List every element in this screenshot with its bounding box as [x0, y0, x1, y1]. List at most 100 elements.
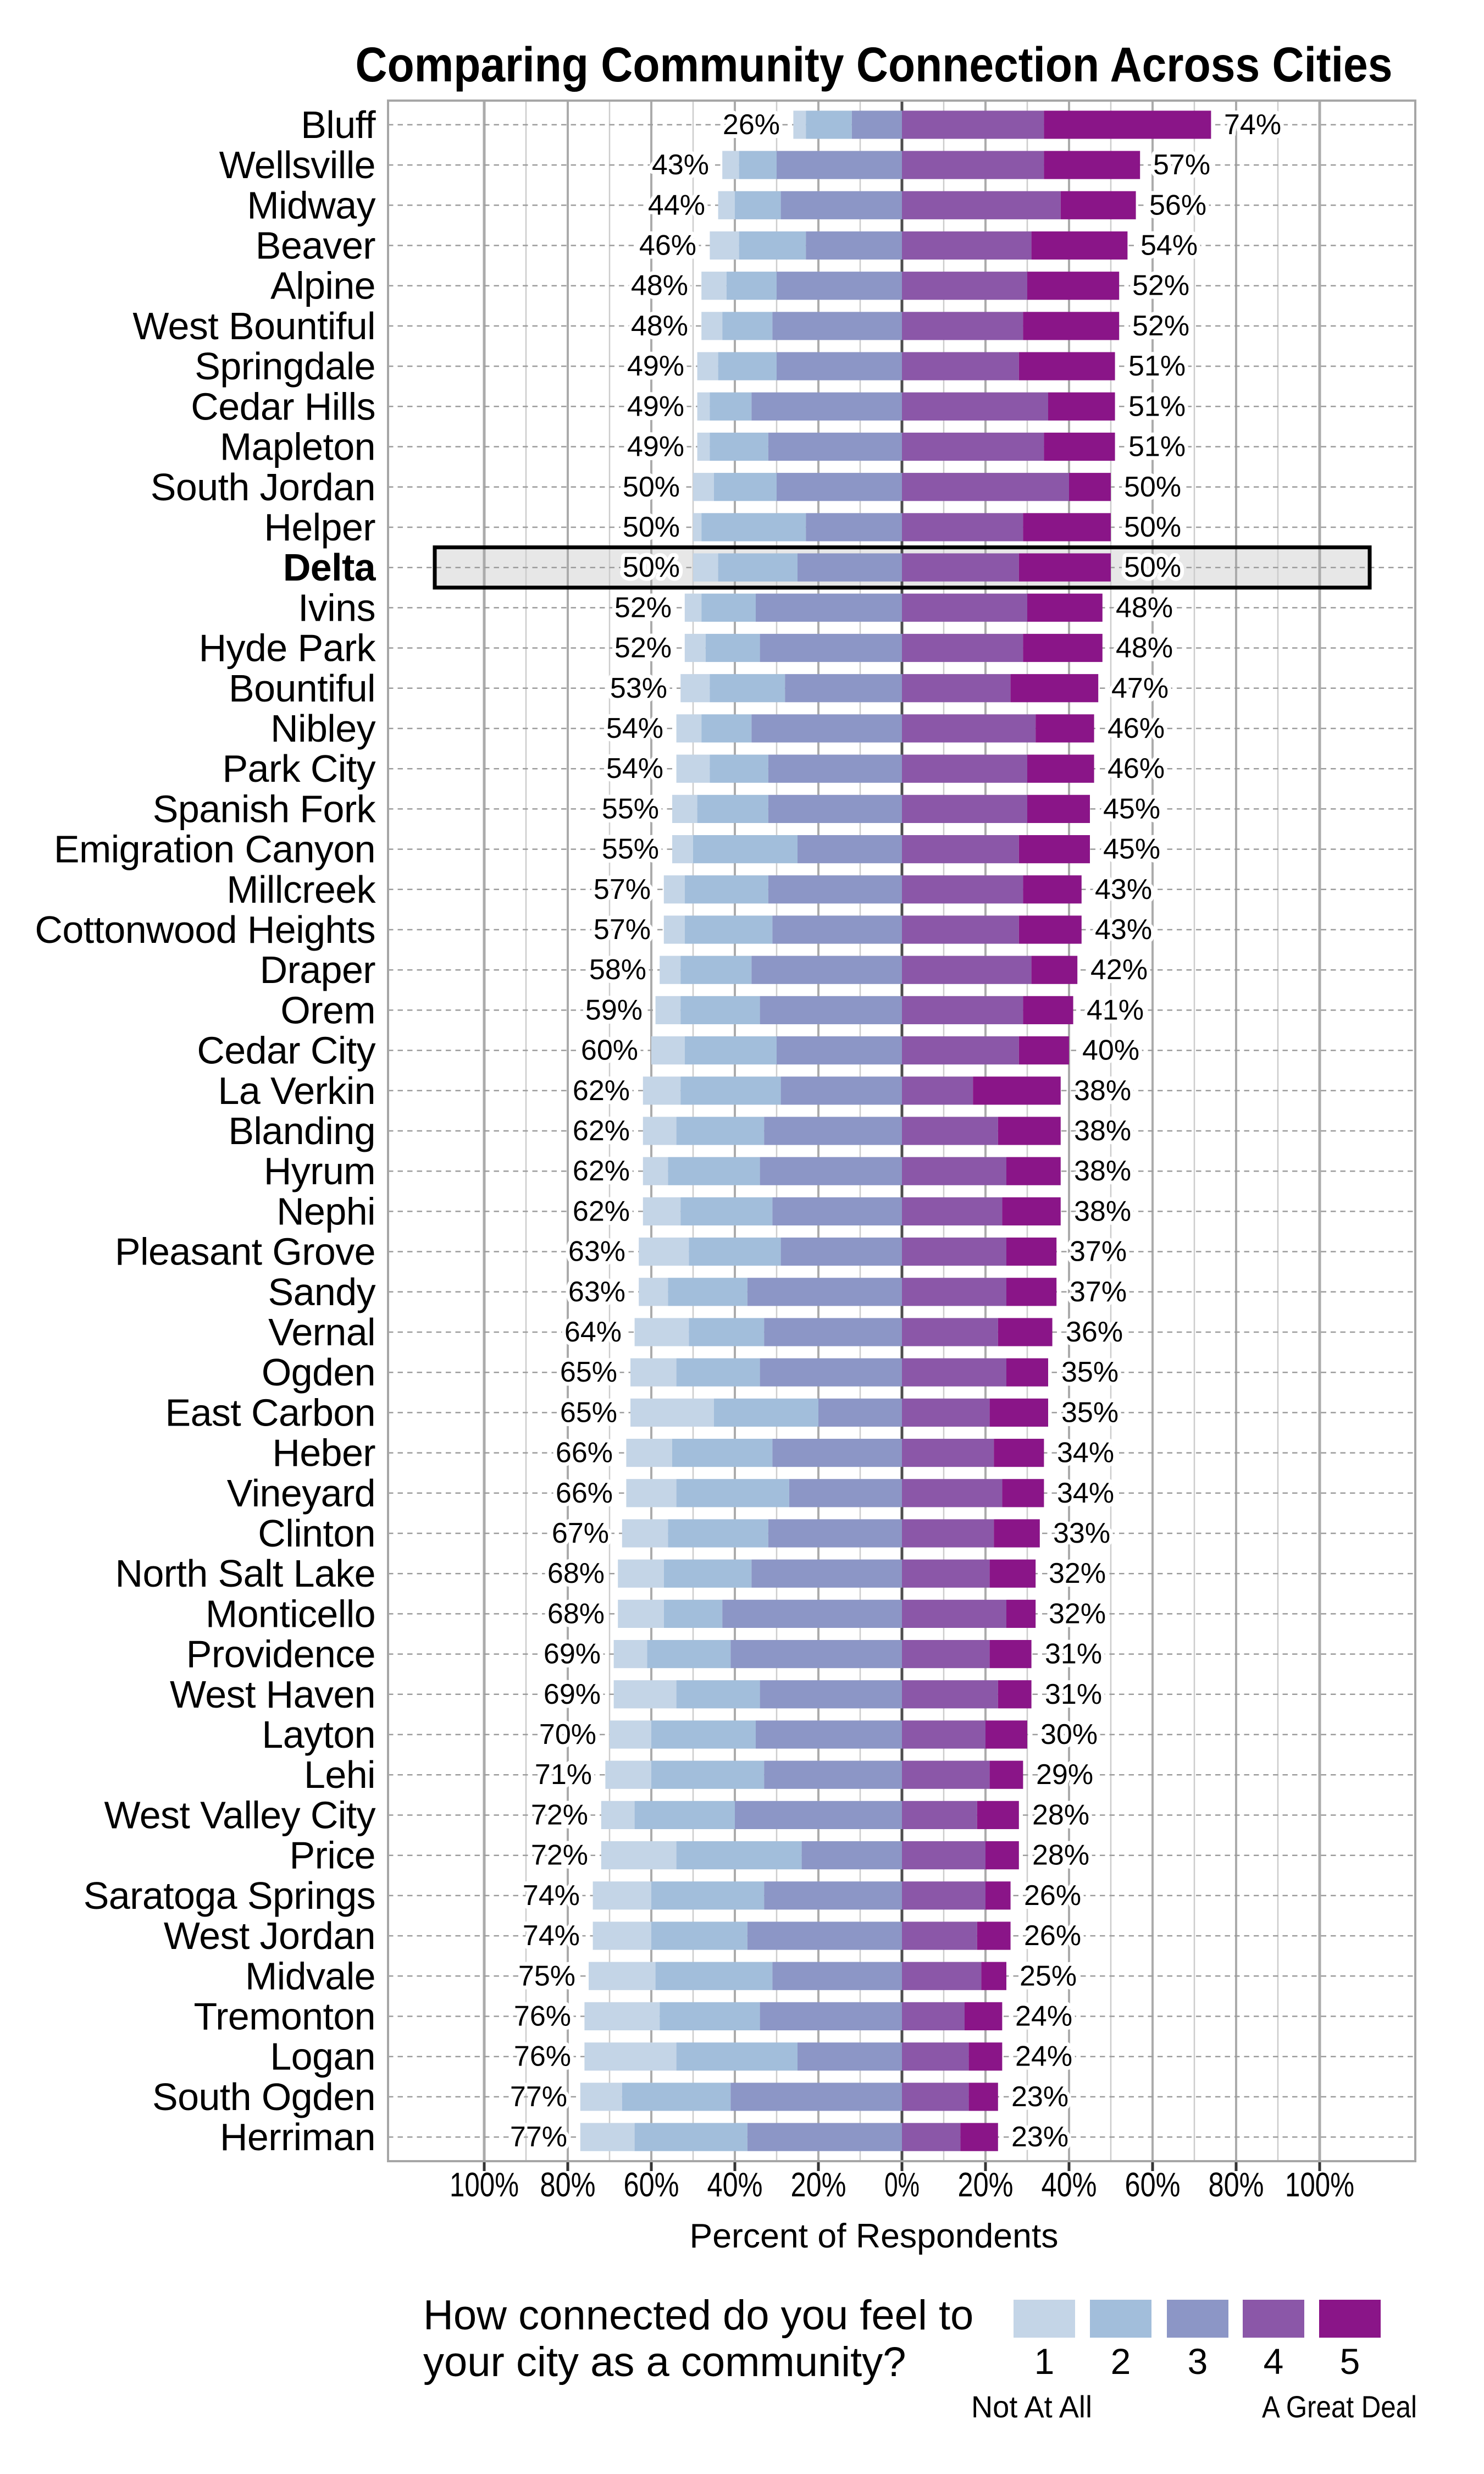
svg-text:La Verkin: La Verkin: [218, 1069, 375, 1112]
svg-text:Nibley: Nibley: [270, 707, 376, 750]
svg-text:24%: 24%: [1015, 2041, 1072, 2073]
svg-text:57%: 57%: [1153, 149, 1210, 181]
svg-text:76%: 76%: [514, 2001, 571, 2033]
svg-text:Sandy: Sandy: [268, 1271, 376, 1313]
svg-text:Cottonwood Heights: Cottonwood Heights: [35, 908, 375, 951]
svg-text:Emigration Canyon: Emigration Canyon: [54, 828, 375, 871]
svg-text:34%: 34%: [1057, 1477, 1114, 1509]
svg-text:65%: 65%: [560, 1396, 617, 1428]
svg-text:100%: 100%: [450, 2166, 519, 2204]
svg-text:34%: 34%: [1057, 1437, 1114, 1469]
svg-text:Vineyard: Vineyard: [227, 1472, 375, 1515]
svg-text:West Valley City: West Valley City: [104, 1794, 376, 1837]
svg-text:43%: 43%: [652, 149, 709, 181]
svg-text:50%: 50%: [623, 511, 680, 543]
svg-text:52%: 52%: [614, 632, 672, 664]
svg-text:28%: 28%: [1032, 1799, 1089, 1831]
svg-text:South Jordan: South Jordan: [151, 466, 375, 509]
svg-text:74%: 74%: [523, 1880, 580, 1912]
svg-text:66%: 66%: [556, 1437, 613, 1469]
svg-text:24%: 24%: [1015, 2001, 1072, 2033]
svg-text:Clinton: Clinton: [258, 1512, 375, 1555]
svg-text:20%: 20%: [958, 2166, 1014, 2204]
svg-text:55%: 55%: [602, 833, 659, 865]
svg-text:60%: 60%: [1125, 2166, 1181, 2204]
svg-text:40%: 40%: [1042, 2166, 1097, 2204]
svg-text:Ogden: Ogden: [262, 1351, 375, 1394]
svg-text:49%: 49%: [627, 431, 684, 463]
svg-text:55%: 55%: [602, 793, 659, 825]
svg-text:31%: 31%: [1045, 1638, 1102, 1670]
svg-text:Millcreek: Millcreek: [226, 868, 376, 911]
svg-text:Monticello: Monticello: [206, 1592, 375, 1635]
svg-text:Bluff: Bluff: [301, 103, 376, 146]
svg-text:4: 4: [1264, 2341, 1284, 2382]
svg-text:Pleasant Grove: Pleasant Grove: [115, 1230, 375, 1273]
svg-text:38%: 38%: [1074, 1195, 1131, 1227]
svg-text:0%: 0%: [884, 2166, 920, 2204]
svg-text:51%: 51%: [1128, 390, 1186, 422]
svg-text:45%: 45%: [1103, 793, 1160, 825]
svg-text:48%: 48%: [631, 310, 688, 342]
svg-text:Vernal: Vernal: [268, 1311, 375, 1354]
svg-text:West Jordan: West Jordan: [164, 1914, 375, 1957]
svg-text:Price: Price: [290, 1834, 375, 1877]
svg-text:Saratoga Springs: Saratoga Springs: [84, 1874, 375, 1917]
svg-text:46%: 46%: [1108, 753, 1165, 785]
svg-text:23%: 23%: [1011, 2121, 1068, 2153]
svg-text:49%: 49%: [627, 350, 684, 382]
svg-text:74%: 74%: [523, 1920, 580, 1952]
svg-text:58%: 58%: [589, 954, 646, 986]
svg-text:Orem: Orem: [280, 989, 375, 1031]
svg-text:26%: 26%: [723, 109, 780, 141]
svg-text:1: 1: [1034, 2341, 1055, 2382]
svg-text:60%: 60%: [581, 1035, 638, 1067]
svg-text:Herriman: Herriman: [220, 2116, 375, 2158]
svg-text:54%: 54%: [1140, 230, 1198, 262]
svg-text:Bountiful: Bountiful: [229, 667, 375, 710]
svg-text:Ivins: Ivins: [298, 586, 375, 629]
svg-text:2: 2: [1111, 2341, 1131, 2382]
svg-text:70%: 70%: [539, 1719, 596, 1750]
svg-text:63%: 63%: [568, 1236, 625, 1268]
svg-text:East Carbon: East Carbon: [165, 1391, 375, 1434]
svg-text:52%: 52%: [1132, 310, 1189, 342]
svg-text:Nephi: Nephi: [276, 1190, 375, 1233]
svg-text:46%: 46%: [1108, 713, 1165, 744]
svg-text:Tremonton: Tremonton: [194, 1995, 375, 2038]
svg-text:72%: 72%: [531, 1799, 588, 1831]
svg-text:32%: 32%: [1049, 1598, 1106, 1630]
svg-text:40%: 40%: [707, 2166, 763, 2204]
svg-text:80%: 80%: [540, 2166, 596, 2204]
svg-text:35%: 35%: [1061, 1396, 1118, 1428]
svg-text:Beaver: Beaver: [256, 224, 375, 267]
svg-text:Logan: Logan: [270, 2035, 375, 2078]
svg-text:62%: 62%: [573, 1115, 630, 1147]
svg-text:68%: 68%: [547, 1558, 605, 1589]
svg-text:38%: 38%: [1074, 1075, 1131, 1107]
svg-text:30%: 30%: [1040, 1719, 1098, 1750]
svg-text:Hyde Park: Hyde Park: [199, 627, 376, 670]
svg-text:Alpine: Alpine: [270, 264, 375, 307]
svg-text:63%: 63%: [568, 1276, 625, 1308]
svg-text:Not At All: Not At All: [971, 2389, 1092, 2424]
svg-text:42%: 42%: [1090, 954, 1148, 986]
svg-text:57%: 57%: [594, 874, 651, 905]
svg-text:North Salt Lake: North Salt Lake: [115, 1552, 375, 1595]
svg-text:Wellsville: Wellsville: [219, 143, 375, 186]
svg-text:48%: 48%: [1116, 632, 1173, 664]
svg-text:62%: 62%: [573, 1155, 630, 1187]
svg-text:41%: 41%: [1087, 994, 1144, 1026]
svg-text:48%: 48%: [1116, 592, 1173, 623]
svg-text:3: 3: [1188, 2341, 1208, 2382]
svg-text:52%: 52%: [1132, 270, 1189, 302]
svg-text:43%: 43%: [1095, 914, 1152, 946]
svg-text:How connected do you feel to: How connected do you feel to: [423, 2292, 973, 2339]
svg-text:Layton: Layton: [262, 1713, 375, 1756]
svg-text:31%: 31%: [1045, 1678, 1102, 1710]
svg-text:60%: 60%: [624, 2166, 679, 2204]
svg-text:75%: 75%: [518, 1960, 575, 1992]
svg-text:64%: 64%: [564, 1316, 622, 1348]
svg-text:35%: 35%: [1061, 1356, 1118, 1388]
svg-text:71%: 71%: [535, 1759, 592, 1791]
